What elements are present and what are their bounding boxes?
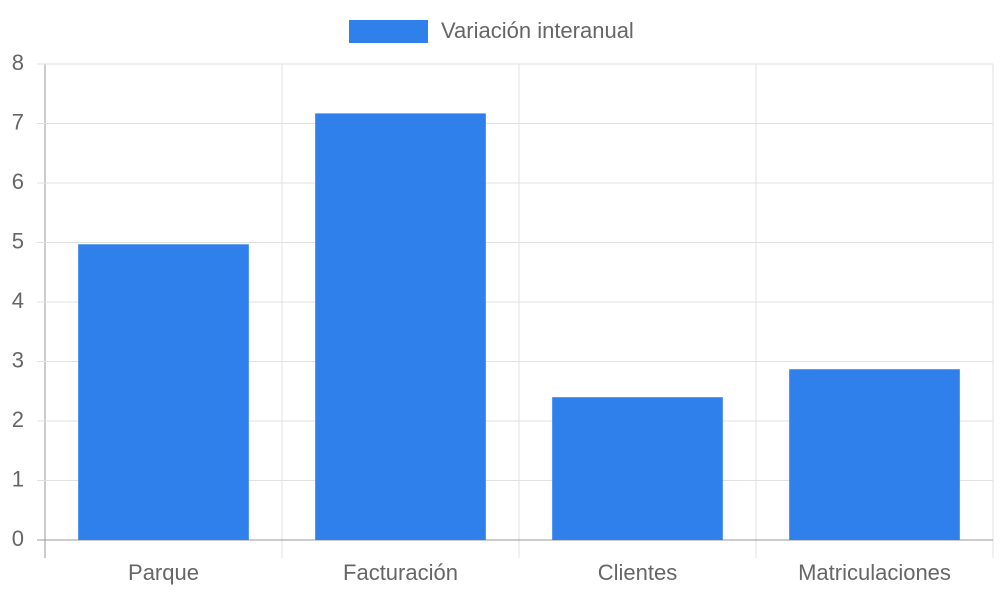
y-tick-label: 5 [12, 228, 24, 253]
bar [78, 244, 249, 540]
y-tick-label: 6 [12, 169, 24, 194]
y-tick-label: 2 [12, 407, 24, 432]
y-tick-label: 0 [12, 526, 24, 551]
y-tick-label: 3 [12, 347, 24, 372]
bar [315, 113, 486, 540]
x-tick-label: Parque [128, 560, 199, 585]
legend-swatch [349, 20, 428, 43]
y-tick-label: 7 [12, 109, 24, 134]
x-tick-label: Matriculaciones [798, 560, 951, 585]
y-tick-label: 1 [12, 466, 24, 491]
y-tick-label: 8 [12, 50, 24, 75]
bar [552, 397, 723, 540]
y-tick-label: 4 [12, 288, 24, 313]
x-tick-label: Clientes [598, 560, 677, 585]
legend-label: Variación interanual [441, 18, 634, 43]
bar [789, 369, 960, 540]
x-tick-label: Facturación [343, 560, 458, 585]
